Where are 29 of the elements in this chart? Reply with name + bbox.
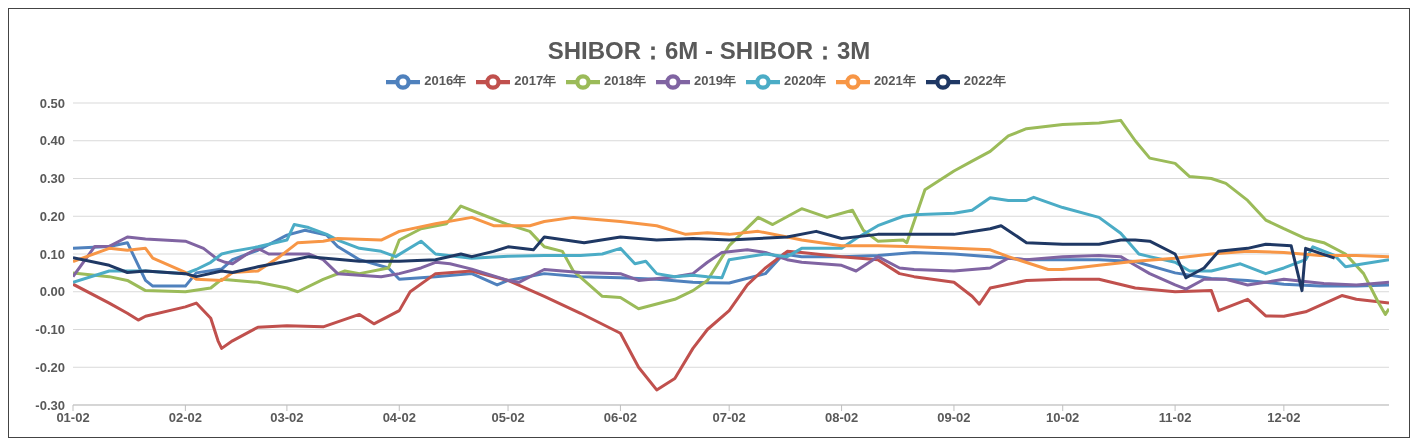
y-tick-label: 0.50 bbox=[39, 95, 65, 111]
legend-label: 2022年 bbox=[963, 73, 1006, 89]
x-tick-label: 05-02 bbox=[491, 410, 525, 426]
legend-label: 2019年 bbox=[694, 73, 736, 89]
x-tick-label: 06-02 bbox=[603, 410, 638, 426]
y-tick-label: -0.20 bbox=[35, 359, 65, 375]
legend-label: 2020年 bbox=[783, 73, 826, 89]
x-tick-label: 01-02 bbox=[56, 410, 90, 426]
chart-title: SHIBOR：6M - SHIBOR：3M bbox=[546, 36, 872, 65]
x-tick-label: 03-02 bbox=[270, 410, 304, 426]
legend-label: 2016年 bbox=[424, 73, 467, 89]
x-tick-label: 12-02 bbox=[1267, 410, 1301, 426]
x-tick-label: 08-02 bbox=[824, 410, 859, 426]
y-tick-label: 0.30 bbox=[39, 171, 65, 187]
x-tick-label: 11-02 bbox=[1158, 410, 1192, 426]
x-tick-label: 02-02 bbox=[168, 410, 203, 426]
x-tick-label: 10-02 bbox=[1046, 410, 1080, 426]
x-tick-label: 07-02 bbox=[712, 410, 746, 426]
y-tick-label: 0.40 bbox=[39, 133, 65, 149]
y-tick-label: 0.10 bbox=[39, 246, 65, 262]
legend-label: 2017年 bbox=[514, 73, 557, 89]
x-tick-label: 04-02 bbox=[382, 410, 416, 426]
legend-label: 2018年 bbox=[604, 73, 647, 89]
y-tick-label: 0.20 bbox=[39, 208, 65, 224]
x-tick-label: 09-02 bbox=[937, 410, 971, 426]
y-tick-label: -0.10 bbox=[35, 322, 65, 338]
y-tick-label: -0.30 bbox=[35, 397, 65, 413]
legend-label: 2021年 bbox=[873, 73, 916, 89]
y-tick-label: 0.00 bbox=[39, 284, 65, 300]
